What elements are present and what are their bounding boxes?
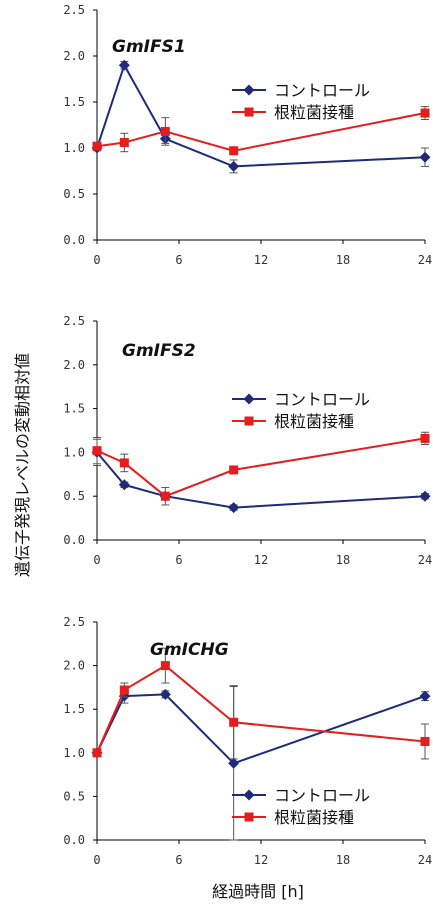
y-tick-label: 0.0: [63, 233, 85, 247]
data-point-inoculated: [119, 458, 129, 468]
legend-marker-square: [244, 107, 254, 117]
data-point-inoculated: [160, 126, 170, 136]
legend-label: コントロール: [274, 81, 370, 100]
series-line-control: [96, 62, 426, 168]
data-point-control: [419, 151, 431, 163]
legend-label: 根粒菌接種: [274, 808, 354, 827]
y-tick-label: 0.5: [63, 187, 85, 201]
legend-marker-square: [244, 812, 254, 822]
data-point-control: [228, 757, 240, 769]
data-point-inoculated: [229, 146, 239, 156]
y-tick-label: 2.0: [63, 49, 85, 63]
y-tick-label: 2.0: [63, 659, 85, 673]
legend-marker-square: [244, 416, 254, 426]
chart-panel-1: 0.0 0.5 1.0 1.5 2.0 2.5 0 6 12 18 24 GmIFS1 コントロール根粒…: [63, 3, 432, 267]
panel-title: GmIFS2: [122, 341, 196, 361]
y-tick-label: 2.0: [63, 358, 85, 372]
data-point-inoculated: [420, 433, 430, 443]
data-point-inoculated: [229, 465, 239, 475]
x-tick-label: 24: [418, 853, 432, 867]
data-point-inoculated: [119, 137, 129, 147]
y-axis-title: 遺伝子発現レベルの変動相対値: [13, 353, 32, 577]
y-tick-label: 2.5: [63, 3, 85, 17]
x-axis-title: 経過時間 [h]: [212, 882, 304, 901]
series-line-inoculated: [96, 664, 426, 754]
data-point-control: [159, 688, 171, 700]
data-point-control: [118, 479, 130, 491]
data-point-inoculated: [119, 685, 129, 695]
y-tick-label: 1.0: [63, 445, 85, 459]
data-point-inoculated: [160, 491, 170, 501]
x-tick-label: 6: [175, 853, 182, 867]
data-point-control: [228, 160, 240, 172]
legend-marker-diamond: [243, 789, 255, 801]
y-tick-label: 1.0: [63, 746, 85, 760]
chart-panel-3: 0.0 0.5 1.0 1.5 2.0 2.5 0 6 12 18 24 GmICHG コントロール根粒…: [63, 615, 432, 867]
y-tick-label: 0.5: [63, 789, 85, 803]
legend-label: コントロール: [274, 786, 370, 805]
x-tick-label: 12: [254, 853, 268, 867]
legend-label: コントロール: [274, 390, 370, 409]
y-tick-label: 0.0: [63, 833, 85, 847]
y-tick-label: 1.0: [63, 141, 85, 155]
x-tick-label: 18: [336, 253, 350, 267]
panel-title: GmICHG: [150, 640, 229, 660]
x-tick-label: 24: [418, 553, 432, 567]
data-point-control: [228, 502, 240, 514]
x-tick-label: 18: [336, 853, 350, 867]
chart-panel-2: 0.0 0.5 1.0 1.5 2.0 2.5 0 6 12 18 24 GmIFS2 コントロール根粒…: [63, 314, 432, 567]
y-tick-label: 0.0: [63, 533, 85, 547]
y-tick-label: 2.5: [63, 615, 85, 629]
y-tick-label: 1.5: [63, 702, 85, 716]
y-tick-label: 1.5: [63, 402, 85, 416]
data-point-control: [118, 59, 130, 71]
x-tick-label: 6: [175, 253, 182, 267]
data-point-inoculated: [160, 661, 170, 671]
data-point-inoculated: [92, 141, 102, 151]
x-tick-label: 6: [175, 553, 182, 567]
y-tick-label: 0.5: [63, 489, 85, 503]
x-tick-label: 0: [93, 253, 100, 267]
panel-title: GmIFS1: [112, 37, 186, 57]
x-tick-label: 18: [336, 553, 350, 567]
series-line-inoculated: [96, 112, 426, 152]
x-tick-label: 24: [418, 253, 432, 267]
data-point-control: [419, 490, 431, 502]
data-point-inoculated: [92, 748, 102, 758]
x-tick-label: 0: [93, 853, 100, 867]
data-point-control: [419, 690, 431, 702]
legend-marker-diamond: [243, 393, 255, 405]
data-point-inoculated: [92, 446, 102, 456]
x-tick-label: 0: [93, 553, 100, 567]
series-line-inoculated: [96, 437, 426, 498]
y-tick-label: 2.5: [63, 314, 85, 328]
legend-label: 根粒菌接種: [274, 103, 354, 122]
x-tick-label: 12: [254, 553, 268, 567]
x-tick-label: 12: [254, 253, 268, 267]
legend-label: 根粒菌接種: [274, 412, 354, 431]
data-point-inoculated: [420, 736, 430, 746]
y-tick-label: 1.5: [63, 95, 85, 109]
series-line-control: [96, 693, 426, 765]
data-point-inoculated: [420, 108, 430, 118]
legend-marker-diamond: [243, 84, 255, 96]
data-point-inoculated: [229, 717, 239, 727]
